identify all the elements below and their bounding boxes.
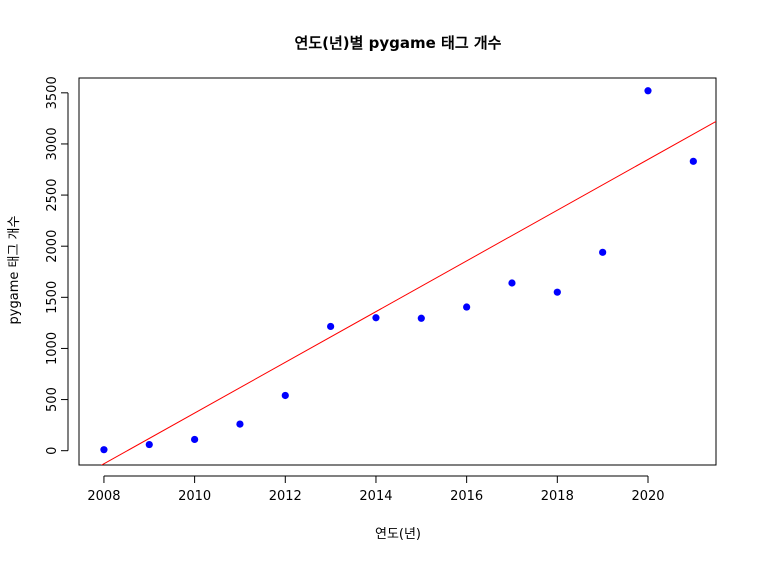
data-point-2017 bbox=[508, 279, 516, 287]
chart-title: 연도(년)별 pygame 태그 개수 bbox=[295, 34, 502, 52]
x-tick-label-2012: 2012 bbox=[269, 489, 302, 504]
data-point-2010 bbox=[191, 435, 199, 444]
x-tick-label-2016: 2016 bbox=[450, 489, 483, 504]
y-tick-label-3500: 3500 bbox=[45, 76, 60, 109]
x-tick-label-2010: 2010 bbox=[178, 489, 211, 504]
data-point-2021 bbox=[689, 157, 697, 165]
data-point-2009 bbox=[145, 440, 153, 449]
data-point-2011 bbox=[236, 420, 244, 428]
y-axis-title: pygame 태그 개수 bbox=[7, 215, 22, 324]
data-point-2008 bbox=[100, 446, 108, 454]
regression-line bbox=[100, 121, 716, 465]
data-point-2019 bbox=[599, 248, 607, 256]
y-tick-label-1000: 1000 bbox=[45, 332, 60, 365]
y-tick-label-1500: 1500 bbox=[45, 281, 60, 314]
data-point-2018 bbox=[553, 288, 561, 296]
data-point-2020 bbox=[644, 87, 652, 95]
plot-layer: 2008 2010 2012 2014 2016 2018 2020 0 500 1000 1500… bbox=[45, 76, 717, 504]
x-tick-label-2018: 2018 bbox=[541, 489, 574, 504]
y-tick-label-500: 500 bbox=[45, 387, 60, 412]
y-tick-label-2500: 2500 bbox=[45, 179, 60, 212]
x-tick-label-2008: 2008 bbox=[87, 489, 120, 504]
y-tick-label-2000: 2000 bbox=[45, 230, 60, 263]
y-tick-label-0: 0 bbox=[45, 447, 60, 455]
data-point-2013 bbox=[327, 322, 335, 331]
data-point-2016 bbox=[463, 303, 471, 311]
data-point-2015 bbox=[417, 314, 425, 322]
plot-frame bbox=[78, 77, 717, 466]
x-tick-label-2014: 2014 bbox=[359, 489, 392, 504]
y-tick-label-3000: 3000 bbox=[45, 127, 60, 160]
x-axis-title: 연도(년) bbox=[375, 527, 421, 542]
x-tick-label-2020: 2020 bbox=[631, 489, 664, 504]
data-point-2012 bbox=[281, 391, 289, 400]
data-point-2014 bbox=[372, 314, 380, 322]
